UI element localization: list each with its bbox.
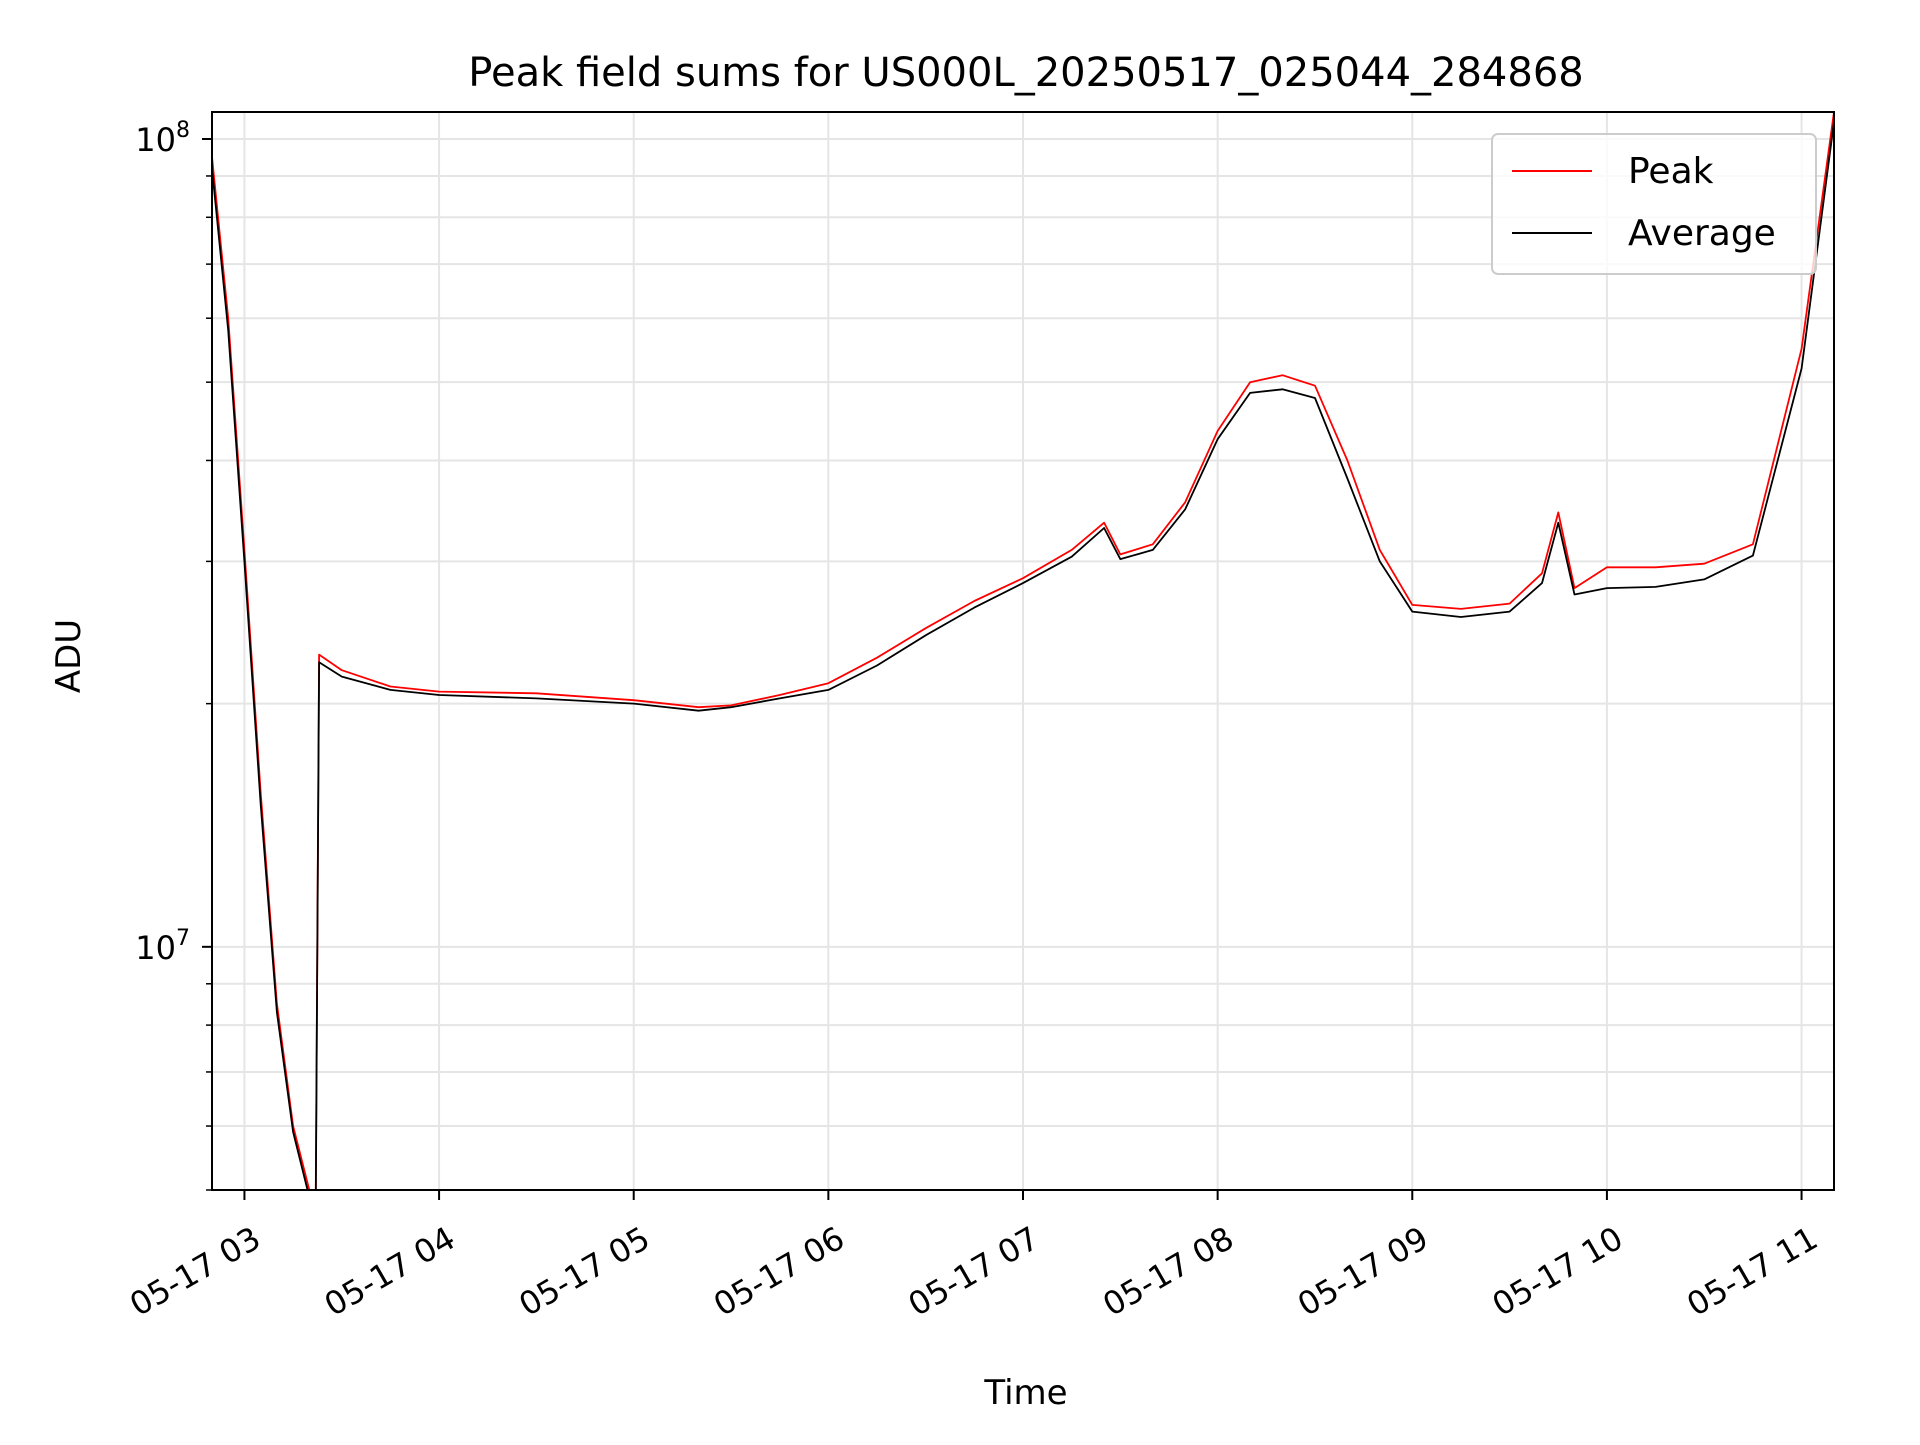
x-axis-label: Time — [983, 1373, 1067, 1413]
chart-title: Peak field sums for US000L_20250517_0250… — [468, 50, 1583, 96]
legend-box — [1491, 133, 1817, 275]
series-group — [212, 112, 1834, 1190]
series-line-average — [212, 121, 1834, 1190]
legend-average-label: Average — [1628, 213, 1776, 254]
legend-peak-label: Peak — [1628, 151, 1714, 192]
legend: Peak Average — [1491, 133, 1817, 275]
y-axis-label: ADU — [49, 619, 89, 693]
y-tick-label: 107 — [135, 926, 190, 967]
y-tick-label: 108 — [135, 118, 190, 159]
